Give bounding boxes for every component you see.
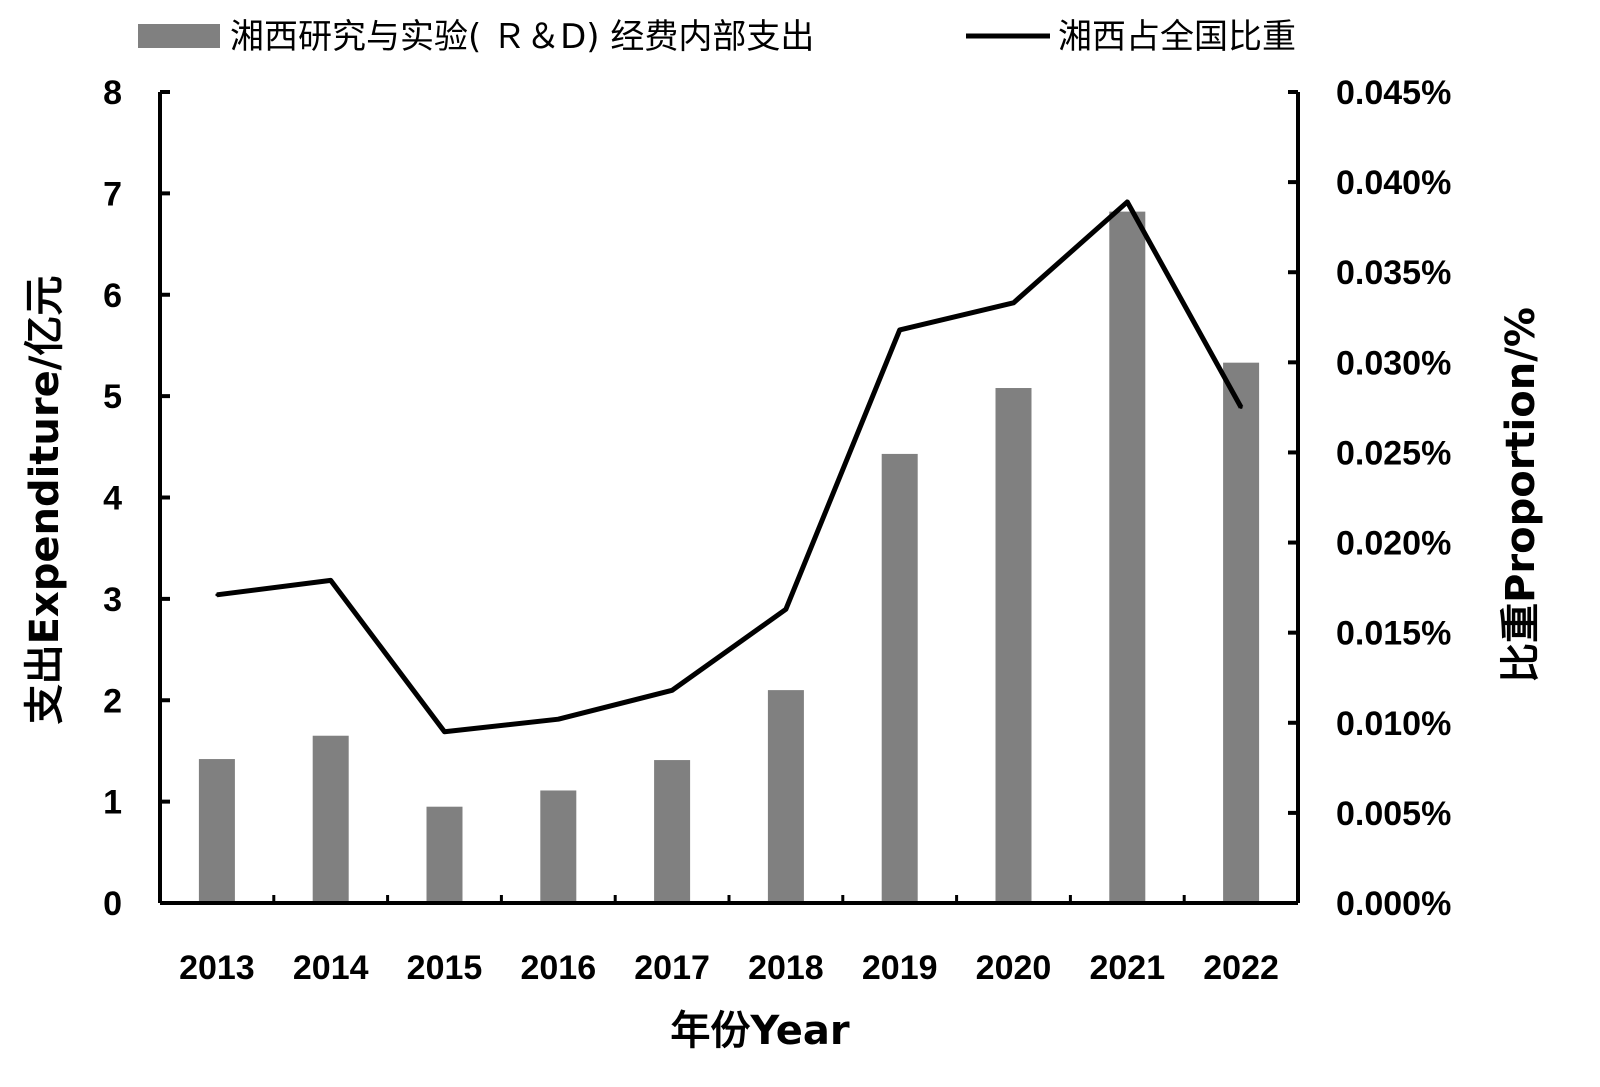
x-tick-label: 2016 — [520, 949, 596, 987]
x-tick-label: 2014 — [293, 949, 369, 987]
x-tick-label: 2020 — [976, 949, 1052, 987]
x-tick-label: 2022 — [1203, 949, 1279, 987]
proportion-point-2015 — [443, 730, 446, 734]
bar-2014 — [312, 735, 349, 903]
x-axis-title: 年份Year — [670, 1008, 849, 1054]
proportion-line — [216, 199, 1244, 735]
y-tick-label: 2 — [103, 682, 122, 720]
proportion-point-2017 — [670, 688, 674, 692]
line-layer — [215, 199, 1244, 735]
bar-2015 — [426, 806, 463, 903]
y-tick-label: 7 — [103, 175, 122, 213]
proportion-point-2020 — [1012, 301, 1015, 305]
y2-tick-label: 0.045% — [1336, 74, 1451, 112]
axes-layer — [158, 90, 1300, 905]
y-tick-label: 8 — [103, 74, 122, 112]
x-tick-label: 2018 — [748, 949, 824, 987]
legend: 湘西研究与实验( Ｒ＆D) 经费内部支出 湘西占全国比重 — [138, 17, 1296, 57]
proportion-point-2019 — [898, 328, 902, 332]
proportion-point-2013 — [215, 593, 219, 597]
y2-tick-label: 0.025% — [1336, 434, 1451, 472]
proportion-point-2021 — [1125, 200, 1129, 204]
y2-tick-label: 0.030% — [1336, 344, 1451, 382]
y-tick-label: 0 — [103, 885, 122, 923]
y-tick-label: 1 — [103, 784, 122, 822]
y-tick-label: 5 — [103, 378, 122, 416]
proportion-point-2016 — [556, 717, 560, 721]
x-tick-label: 2015 — [407, 949, 483, 987]
bar-2016 — [540, 790, 577, 903]
y-axis-title: 支出Expenditure/亿元 — [22, 276, 68, 725]
y-tick-label: 3 — [103, 581, 122, 619]
bar-2020 — [995, 388, 1032, 903]
bar-2022 — [1223, 362, 1260, 903]
bar-2021 — [1109, 211, 1146, 903]
proportion-point-2014 — [329, 578, 333, 582]
x-tick-labels: 2013 2014 2015 2016 2017 2018 2019 2020 2021 2022 — [179, 949, 1279, 987]
bar-2017 — [654, 760, 691, 903]
legend-bar-label: 湘西研究与实验( Ｒ＆D) 经费内部支出 — [230, 17, 814, 57]
y2-tick-label: 0.035% — [1336, 254, 1451, 292]
x-tick-label: 2019 — [862, 949, 938, 987]
bar-2019 — [881, 453, 918, 903]
y2-tick-label: 0.000% — [1336, 885, 1451, 923]
bars-layer — [198, 211, 1260, 903]
left-tick-labels: 0 1 2 3 4 5 6 7 8 — [103, 74, 122, 923]
legend-line-label: 湘西占全国比重 — [1058, 17, 1296, 57]
y2-tick-label: 0.015% — [1336, 615, 1451, 653]
right-tick-labels: 0.000% 0.005% 0.010% 0.015% 0.020% 0.025% 0.03… — [1336, 74, 1451, 923]
y2-tick-label: 0.005% — [1336, 795, 1451, 833]
y2-tick-label: 0.040% — [1336, 164, 1451, 202]
x-tick-label: 2013 — [179, 949, 255, 987]
proportion-point-2022 — [1239, 405, 1243, 409]
y-tick-label: 4 — [103, 480, 122, 518]
bar-2018 — [767, 690, 804, 903]
x-tick-label: 2021 — [1089, 949, 1165, 987]
y2-tick-label: 0.020% — [1336, 525, 1451, 563]
y2-axis-title: 比重Proportion/% — [1498, 307, 1544, 683]
legend-bar-swatch — [138, 24, 220, 48]
y-tick-label: 6 — [103, 277, 122, 315]
bar-2013 — [198, 759, 235, 903]
proportion-point-2018 — [784, 607, 788, 611]
x-tick-label: 2017 — [634, 949, 710, 987]
y2-tick-label: 0.010% — [1336, 705, 1451, 743]
